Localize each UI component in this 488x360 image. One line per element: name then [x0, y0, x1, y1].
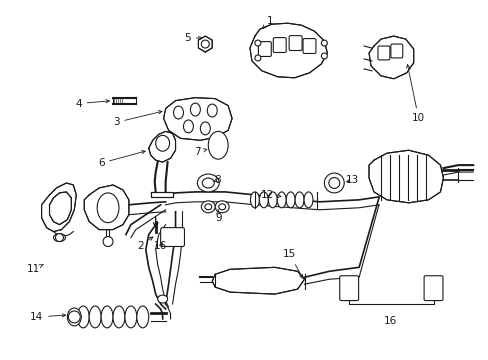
- Ellipse shape: [89, 306, 101, 328]
- Polygon shape: [150, 192, 172, 197]
- FancyBboxPatch shape: [390, 44, 402, 58]
- Ellipse shape: [218, 204, 225, 210]
- Circle shape: [324, 173, 344, 193]
- Text: 14: 14: [30, 312, 65, 322]
- Polygon shape: [163, 98, 232, 140]
- Ellipse shape: [183, 120, 193, 133]
- Text: 16: 16: [154, 242, 167, 252]
- Ellipse shape: [190, 103, 200, 116]
- FancyBboxPatch shape: [258, 41, 271, 57]
- FancyBboxPatch shape: [273, 37, 285, 53]
- Text: 9: 9: [214, 210, 221, 223]
- Text: 6: 6: [98, 150, 145, 168]
- Polygon shape: [49, 192, 71, 225]
- Text: 12: 12: [261, 190, 281, 200]
- Circle shape: [328, 177, 339, 188]
- Ellipse shape: [157, 295, 167, 303]
- Polygon shape: [368, 36, 413, 79]
- Circle shape: [55, 234, 63, 242]
- Polygon shape: [198, 36, 212, 52]
- Text: 11: 11: [27, 264, 43, 274]
- FancyBboxPatch shape: [377, 46, 389, 60]
- Ellipse shape: [259, 192, 268, 208]
- Ellipse shape: [173, 106, 183, 119]
- Text: 7: 7: [194, 147, 206, 157]
- Circle shape: [68, 311, 80, 323]
- FancyBboxPatch shape: [423, 276, 442, 301]
- Ellipse shape: [268, 192, 277, 208]
- Circle shape: [254, 40, 260, 46]
- Ellipse shape: [124, 306, 137, 328]
- Polygon shape: [148, 131, 175, 162]
- Ellipse shape: [67, 308, 81, 326]
- FancyBboxPatch shape: [303, 39, 315, 54]
- Polygon shape: [84, 185, 129, 230]
- Circle shape: [201, 40, 209, 48]
- Ellipse shape: [202, 178, 214, 188]
- Text: 15: 15: [283, 249, 302, 278]
- Text: 13: 13: [345, 175, 358, 185]
- Text: 3: 3: [112, 111, 162, 127]
- Ellipse shape: [53, 234, 65, 242]
- Ellipse shape: [77, 306, 89, 328]
- Ellipse shape: [277, 192, 285, 208]
- Circle shape: [103, 237, 113, 247]
- Ellipse shape: [197, 174, 219, 192]
- Text: 8: 8: [213, 175, 220, 185]
- Polygon shape: [249, 23, 326, 78]
- FancyBboxPatch shape: [161, 228, 184, 247]
- Polygon shape: [212, 267, 304, 294]
- Ellipse shape: [201, 201, 215, 213]
- Ellipse shape: [207, 104, 217, 117]
- Ellipse shape: [204, 204, 211, 210]
- Circle shape: [254, 55, 260, 61]
- Ellipse shape: [285, 192, 294, 208]
- Ellipse shape: [155, 135, 169, 151]
- Text: 1: 1: [262, 16, 273, 28]
- Ellipse shape: [200, 122, 210, 135]
- Text: 4: 4: [75, 99, 109, 109]
- Circle shape: [321, 40, 326, 46]
- Text: 2: 2: [137, 237, 152, 252]
- Ellipse shape: [137, 306, 148, 328]
- Text: 10: 10: [406, 64, 425, 123]
- Circle shape: [321, 53, 326, 59]
- Text: 16: 16: [384, 316, 397, 326]
- Ellipse shape: [97, 193, 119, 223]
- Text: 5: 5: [184, 33, 201, 43]
- Polygon shape: [41, 183, 76, 231]
- Ellipse shape: [304, 192, 312, 208]
- FancyBboxPatch shape: [339, 276, 358, 301]
- Ellipse shape: [215, 201, 229, 213]
- Ellipse shape: [113, 306, 124, 328]
- Ellipse shape: [208, 131, 228, 159]
- Polygon shape: [368, 150, 443, 203]
- Ellipse shape: [250, 192, 259, 208]
- Ellipse shape: [101, 306, 113, 328]
- Ellipse shape: [294, 192, 304, 208]
- FancyBboxPatch shape: [288, 36, 302, 50]
